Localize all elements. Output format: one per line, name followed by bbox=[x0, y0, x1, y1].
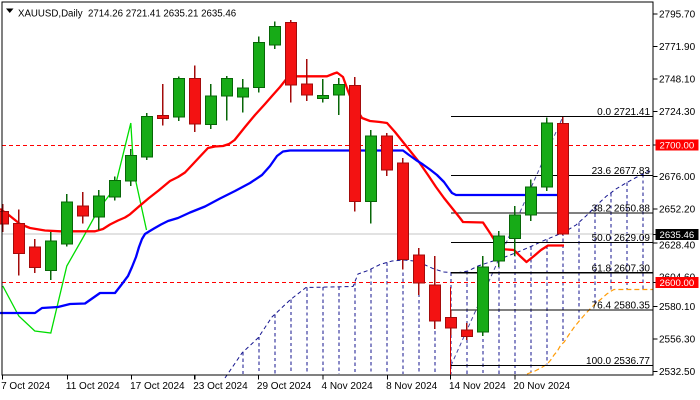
svg-text:2635.46: 2635.46 bbox=[660, 230, 695, 241]
svg-text:2724.30: 2724.30 bbox=[659, 107, 696, 118]
svg-text:2532.50: 2532.50 bbox=[659, 367, 696, 378]
svg-text:2676.00: 2676.00 bbox=[659, 172, 696, 183]
svg-text:8 Nov 2024: 8 Nov 2024 bbox=[386, 381, 438, 392]
svg-text:14 Nov 2024: 14 Nov 2024 bbox=[449, 381, 506, 392]
svg-text:2580.10: 2580.10 bbox=[659, 302, 696, 313]
svg-text:2795.70: 2795.70 bbox=[659, 10, 696, 21]
svg-text:11 Oct 2024: 11 Oct 2024 bbox=[66, 381, 120, 392]
svg-text:2748.10: 2748.10 bbox=[659, 75, 696, 86]
svg-text:23 Oct 2024: 23 Oct 2024 bbox=[193, 381, 248, 392]
svg-text:2771.90: 2771.90 bbox=[659, 42, 696, 53]
svg-text:100.0 2536.77: 100.0 2536.77 bbox=[586, 356, 650, 367]
svg-text:50.0 2629.09: 50.0 2629.09 bbox=[592, 233, 651, 244]
svg-text:17 Oct 2024: 17 Oct 2024 bbox=[130, 381, 185, 392]
svg-text:7 Oct 2024: 7 Oct 2024 bbox=[1, 381, 50, 392]
svg-text:2556.30: 2556.30 bbox=[659, 335, 696, 346]
svg-text:29 Oct 2024: 29 Oct 2024 bbox=[257, 381, 312, 392]
svg-text:38.2 2650.88: 38.2 2650.88 bbox=[592, 204, 651, 215]
svg-text:23.6 2677.83: 23.6 2677.83 bbox=[592, 166, 651, 177]
svg-text:4 Nov 2024: 4 Nov 2024 bbox=[322, 381, 374, 392]
svg-text:2652.20: 2652.20 bbox=[659, 205, 696, 216]
svg-text:XAUUSD,Daily 2714.26 2721.41: XAUUSD,Daily 2714.26 2721.41 2635.21 263… bbox=[18, 9, 236, 20]
svg-text:2700.00: 2700.00 bbox=[660, 141, 695, 152]
svg-text:61.8 2607.30: 61.8 2607.30 bbox=[592, 263, 651, 274]
svg-text:20 Nov 2024: 20 Nov 2024 bbox=[513, 381, 570, 392]
svg-text:2628.40: 2628.40 bbox=[659, 241, 696, 252]
svg-text:0.0 2721.41: 0.0 2721.41 bbox=[597, 107, 650, 118]
svg-text:76.4 2580.35: 76.4 2580.35 bbox=[592, 301, 651, 312]
svg-text:2600.00: 2600.00 bbox=[660, 278, 695, 289]
